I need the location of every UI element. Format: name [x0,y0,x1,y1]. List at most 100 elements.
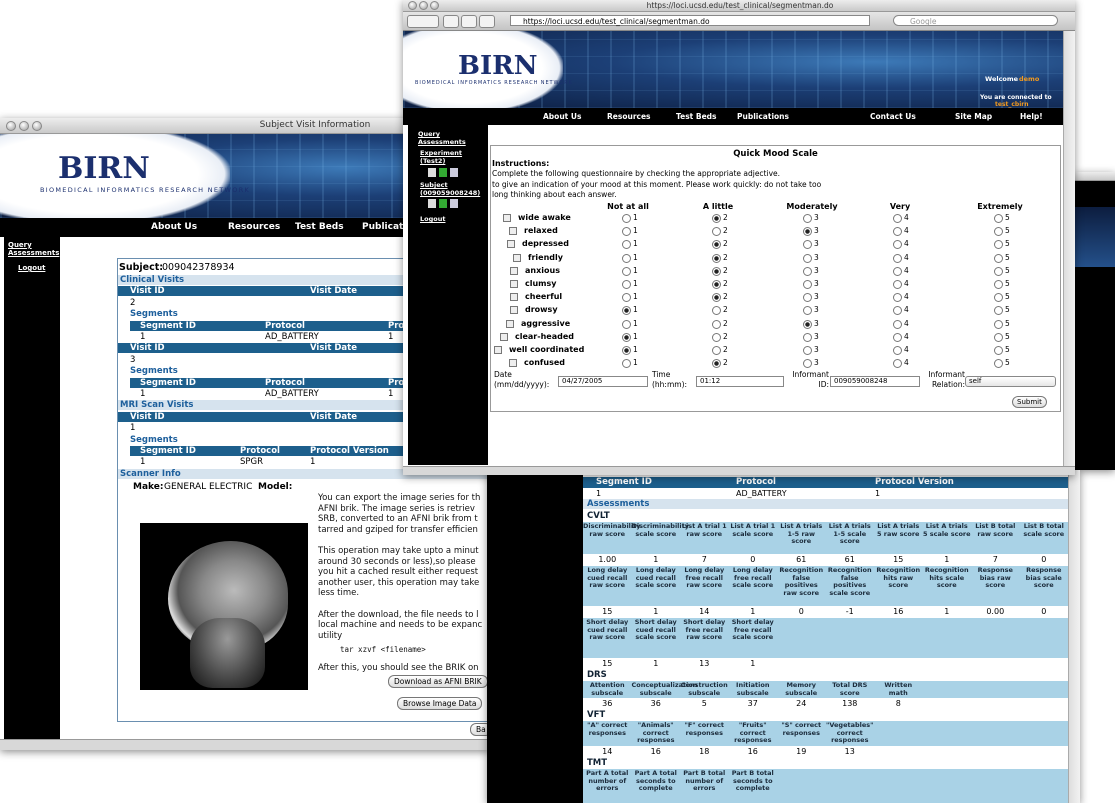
scrollbar[interactable] [1063,31,1075,471]
radio[interactable] [803,293,812,303]
radio[interactable] [994,214,1003,223]
radio-selected[interactable] [712,293,721,303]
radio-selected[interactable] [712,240,721,250]
radio[interactable] [893,319,902,329]
radio[interactable] [893,240,902,250]
radio[interactable] [712,306,721,316]
radio[interactable] [994,293,1003,303]
edit-icons[interactable] [428,168,458,177]
radio[interactable] [994,359,1003,369]
radio[interactable] [803,253,812,263]
radio[interactable] [994,346,1003,355]
radio[interactable] [803,280,812,289]
radio-selected[interactable] [712,214,721,223]
nav-link[interactable]: About Us [151,222,198,232]
radio[interactable] [712,332,721,342]
radio[interactable] [893,266,902,276]
radio[interactable] [803,346,812,355]
relation-select[interactable]: self [965,376,1056,387]
sidebar-link[interactable]: Query Assessments [418,130,466,146]
tree-icon[interactable] [510,266,518,275]
radio[interactable] [712,319,721,329]
radio[interactable] [994,227,1003,237]
radio[interactable] [803,332,812,342]
tree-icon[interactable] [507,240,515,249]
radio[interactable] [712,346,721,355]
radio[interactable] [622,227,631,237]
radio[interactable] [994,253,1003,263]
radio[interactable] [893,359,902,369]
nav-link[interactable]: About Us [543,112,582,121]
minimize-button[interactable] [419,1,428,10]
radio[interactable] [622,214,631,223]
sidebar-link[interactable]: Experiment (Test2) [420,149,463,165]
home-button[interactable] [443,15,459,28]
radio[interactable] [622,266,631,276]
radio-selected[interactable] [803,319,812,329]
radio[interactable] [803,306,812,316]
nav-link[interactable]: Resources [228,222,281,232]
radio[interactable] [994,266,1003,276]
nav-link[interactable]: Resources [607,112,651,121]
tree-icon[interactable] [500,332,508,341]
tree-icon[interactable] [510,280,518,288]
radio[interactable] [994,240,1003,250]
radio[interactable] [893,253,902,263]
radio[interactable] [893,332,902,342]
nav-link[interactable]: Help! [1020,112,1043,121]
nav-link[interactable]: Contact Us [870,112,916,121]
radio-selected[interactable] [803,227,812,237]
tree-icon[interactable] [506,319,514,328]
submit-button[interactable]: Submit [1012,396,1047,408]
radio-selected[interactable] [712,253,721,263]
button[interactable]: Download as AFNI BRIK [388,675,488,688]
address-bar[interactable]: https://loci.ucsd.edu/test_clinical/segm… [510,15,870,26]
radio[interactable] [622,240,631,250]
radio-selected[interactable] [712,359,721,369]
nav-link[interactable]: Test Beds [676,112,717,121]
radio[interactable] [803,240,812,250]
edit-icons[interactable] [428,199,458,208]
radio[interactable] [893,227,902,237]
radio[interactable] [893,306,902,316]
close-button[interactable] [6,121,16,131]
tree-icon[interactable] [494,346,502,354]
tree-icon[interactable] [503,214,511,222]
zoom-button[interactable] [32,121,42,131]
radio[interactable] [803,266,812,276]
button[interactable]: Browse Image Data [397,697,483,710]
zoom-button[interactable] [430,1,439,10]
nav-link[interactable]: Publications [737,112,789,121]
back-forward-button[interactable] [407,15,439,28]
radio[interactable] [994,306,1003,316]
radio[interactable] [712,227,721,237]
radio[interactable] [994,280,1003,289]
date-input[interactable]: 04/27/2005 [558,376,648,387]
radio[interactable] [994,319,1003,329]
radio[interactable] [622,359,631,369]
add-button[interactable] [479,15,495,28]
time-input[interactable]: 01:12 [696,376,784,387]
radio[interactable] [622,319,631,329]
tree-icon[interactable] [510,306,518,315]
radio-selected[interactable] [622,306,631,316]
sidebar-link[interactable]: Subject (009059008248) [420,181,481,197]
sidebar-link[interactable]: Query Assessments [8,241,60,257]
radio-selected[interactable] [622,332,631,342]
close-button[interactable] [408,1,417,10]
scrollbar[interactable] [1068,470,1080,803]
tree-icon[interactable] [509,359,517,368]
informant-id-input[interactable]: 009059008248 [830,376,920,387]
search-field[interactable]: Google [893,15,1058,26]
radio[interactable] [622,253,631,263]
tree-icon[interactable] [509,227,517,236]
radio[interactable] [994,332,1003,342]
minimize-button[interactable] [19,121,29,131]
reload-button[interactable] [461,15,477,28]
radio[interactable] [803,359,812,369]
nav-link[interactable]: Test Beds [295,222,344,232]
radio[interactable] [622,293,631,303]
button[interactable]: Ba [470,723,490,736]
radio[interactable] [622,280,631,289]
nav-link[interactable]: Site Map [955,112,993,121]
